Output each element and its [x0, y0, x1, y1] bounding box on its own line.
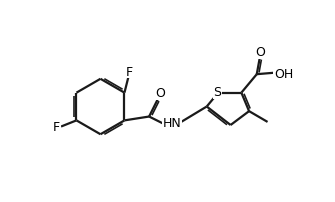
Text: HN: HN — [163, 117, 182, 129]
Text: F: F — [126, 65, 133, 78]
Text: O: O — [156, 87, 165, 100]
Text: F: F — [53, 120, 60, 133]
Text: O: O — [256, 46, 266, 59]
Text: OH: OH — [274, 68, 293, 81]
Text: S: S — [213, 86, 221, 99]
